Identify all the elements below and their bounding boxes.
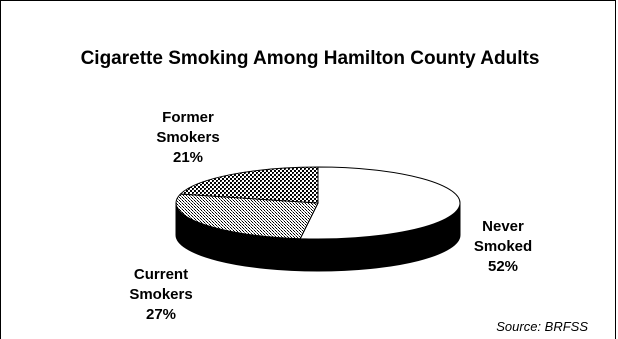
pie-slice-never-smoked	[299, 166, 461, 240]
label-current-line1: Current	[133, 266, 189, 283]
label-current-line2: Smokers	[129, 286, 193, 303]
label-current-smokers: Current Smokers 27%	[116, 265, 206, 325]
label-former-line1: Former	[162, 109, 214, 126]
label-never-line1: Never	[482, 218, 524, 235]
source-note: Source: BRFSS	[496, 319, 588, 334]
label-former-value: 21%	[172, 149, 204, 166]
label-never-value: 52%	[487, 258, 519, 275]
pie-slice-current-smokers	[175, 193, 319, 240]
label-never-line2: Smoked	[473, 238, 533, 255]
pie-top	[175, 166, 461, 240]
pie-slice-former-smokers	[179, 166, 319, 204]
label-former-smokers: Former Smokers 21%	[148, 108, 228, 168]
chart-title: Cigarette Smoking Among Hamilton County …	[80, 48, 540, 69]
label-former-line2: Smokers	[156, 129, 220, 146]
label-current-value: 27%	[145, 306, 177, 323]
label-never-smoked: Never Smoked 52%	[460, 217, 546, 277]
